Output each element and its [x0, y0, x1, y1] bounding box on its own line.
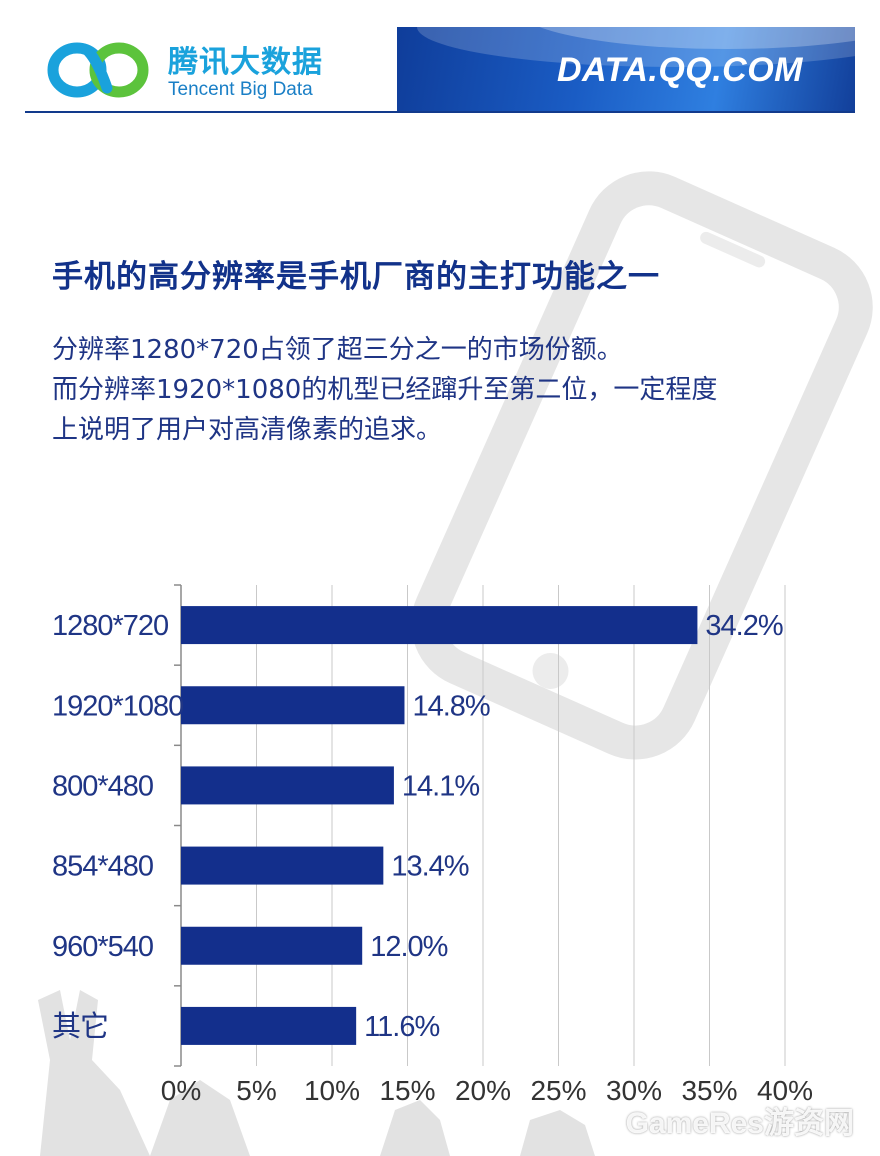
x-tick-label: 5% [236, 1075, 276, 1106]
category-label: 1920*1080 [52, 690, 183, 722]
bar [181, 606, 698, 645]
page-title: 手机的高分辨率是手机厂商的主打功能之一 [52, 259, 660, 295]
x-tick-label: 40% [757, 1075, 813, 1106]
category-label: 960*540 [52, 931, 153, 963]
data-label: 11.6% [364, 1011, 439, 1043]
bar [181, 766, 394, 805]
bar [181, 1006, 357, 1045]
description-line: 分辨率1280*720占领了超三分之一的市场份额。 [52, 335, 623, 365]
data-label: 13.4% [391, 851, 468, 883]
bar [181, 926, 363, 965]
header-banner: DATA.QQ.COM [397, 27, 855, 111]
x-tick-label: 35% [681, 1075, 737, 1106]
x-tick-label: 30% [606, 1075, 662, 1106]
data-label: 12.0% [370, 931, 447, 963]
description-line: 而分辨率1920*1080的机型已经蹿升至第二位，一定程度 [52, 375, 718, 405]
bar [181, 686, 405, 725]
watermark: GameRes游资网 [625, 1107, 854, 1140]
tencent-big-data-logo-icon [47, 42, 149, 98]
description-paragraph: 分辨率1280*720占领了超三分之一的市场份额。 而分辨率1920*1080的… [52, 330, 842, 450]
description-line: 上说明了用户对高清像素的追求。 [52, 415, 443, 445]
x-tick-label: 15% [379, 1075, 435, 1106]
site-url[interactable]: DATA.QQ.COM [557, 51, 803, 89]
header-brand-area: 腾讯大数据 Tencent Big Data [25, 27, 397, 111]
category-label: 854*480 [52, 851, 153, 883]
brand-name-cn: 腾讯大数据 [168, 45, 323, 80]
brand-name-en: Tencent Big Data [168, 79, 313, 100]
category-label: 其它 [52, 1010, 108, 1043]
header-bar: 腾讯大数据 Tencent Big Data DATA.QQ.COM [25, 27, 855, 113]
data-label: 14.8% [412, 690, 489, 722]
data-label: 34.2% [705, 610, 782, 642]
resolution-share-bar-chart: 0% 5% 10% 15% 20% 25% 30% 35% 40% 1280*720 34.2% 19… [52, 584, 813, 1106]
category-label: 800*480 [52, 770, 153, 802]
category-label: 1280*720 [52, 610, 168, 642]
x-tick-label: 10% [304, 1075, 360, 1106]
x-tick-label: 25% [530, 1075, 586, 1106]
x-tick-label: 20% [455, 1075, 511, 1106]
bar [181, 846, 384, 885]
data-label: 14.1% [402, 770, 479, 802]
x-tick-label: 0% [161, 1075, 201, 1106]
